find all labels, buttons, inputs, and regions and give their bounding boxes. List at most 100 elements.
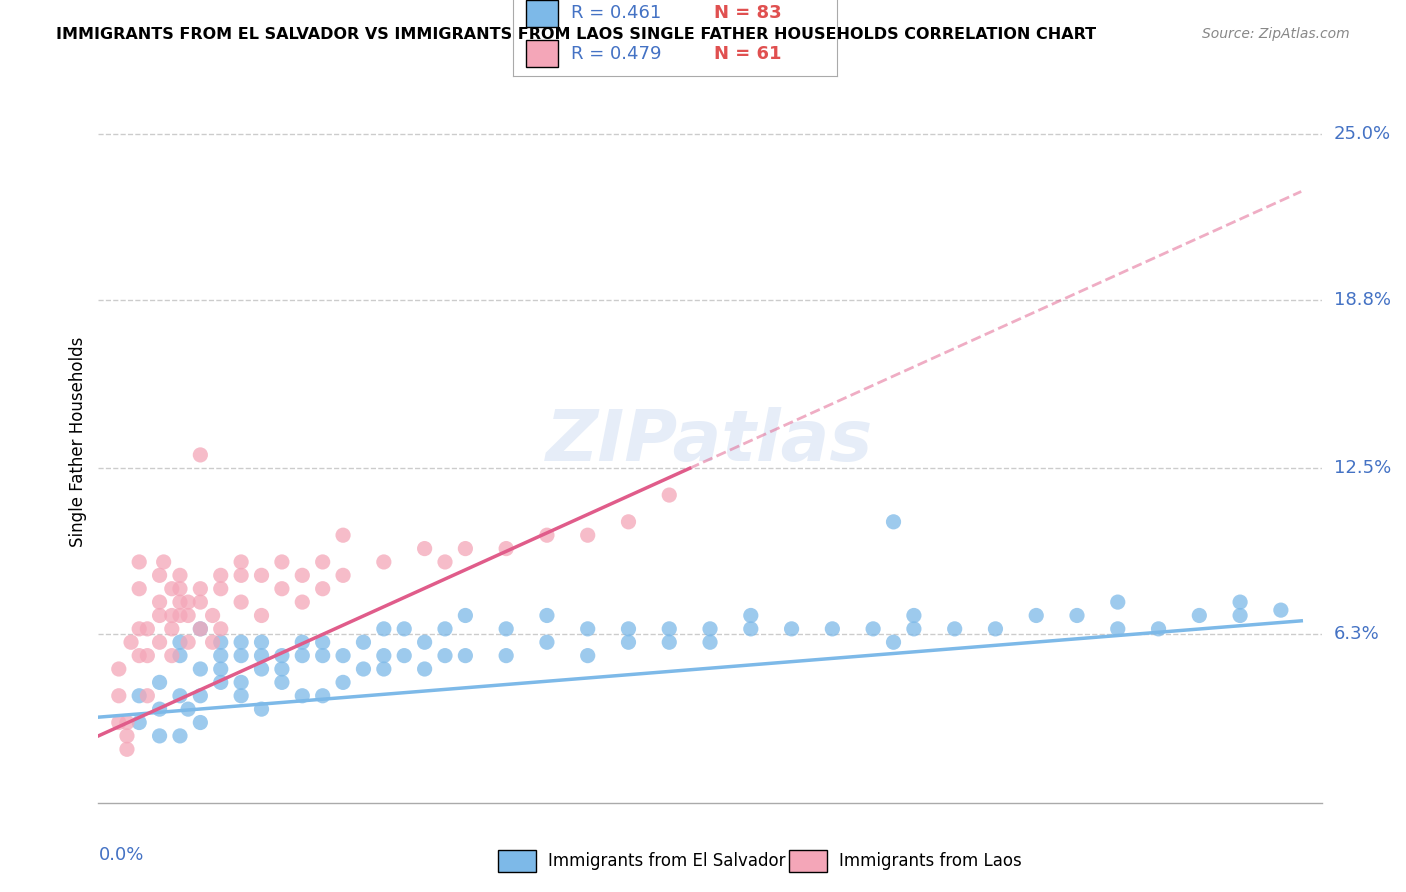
Point — [576, 622, 599, 636]
Point — [188, 622, 212, 636]
Point — [149, 608, 172, 623]
Point — [617, 622, 640, 636]
Point — [413, 635, 436, 649]
Point — [136, 689, 159, 703]
Point — [291, 595, 314, 609]
Point — [821, 622, 844, 636]
Point — [1025, 608, 1047, 623]
Point — [699, 635, 721, 649]
Point — [373, 662, 395, 676]
Point — [231, 689, 253, 703]
Point — [250, 662, 273, 676]
Point — [270, 555, 294, 569]
Point — [270, 662, 294, 676]
Point — [108, 715, 131, 730]
Text: 12.5%: 12.5% — [1334, 459, 1391, 477]
Point — [312, 555, 335, 569]
Text: IMMIGRANTS FROM EL SALVADOR VS IMMIGRANTS FROM LAOS SINGLE FATHER HOUSEHOLDS COR: IMMIGRANTS FROM EL SALVADOR VS IMMIGRANT… — [56, 27, 1097, 42]
Point — [149, 675, 172, 690]
Point — [149, 702, 172, 716]
Point — [136, 622, 159, 636]
Point — [169, 648, 191, 663]
Point — [128, 555, 150, 569]
Point — [454, 541, 477, 556]
Point — [250, 608, 273, 623]
Point — [495, 622, 517, 636]
Point — [291, 648, 314, 663]
Text: N = 61: N = 61 — [714, 45, 782, 62]
Text: ZIPatlas: ZIPatlas — [547, 407, 873, 476]
FancyBboxPatch shape — [789, 849, 827, 872]
FancyBboxPatch shape — [498, 849, 536, 872]
Point — [434, 622, 457, 636]
Point — [169, 582, 191, 596]
Point — [169, 608, 191, 623]
Point — [128, 689, 150, 703]
Point — [108, 689, 131, 703]
Point — [209, 662, 232, 676]
Text: R = 0.479: R = 0.479 — [571, 45, 662, 62]
Point — [413, 662, 436, 676]
Point — [312, 689, 335, 703]
Point — [160, 648, 183, 663]
Point — [152, 555, 174, 569]
Point — [434, 555, 457, 569]
Point — [231, 568, 253, 582]
Point — [658, 488, 681, 502]
Point — [160, 582, 183, 596]
Point — [332, 675, 354, 690]
Point — [883, 635, 905, 649]
Point — [780, 622, 803, 636]
Point — [108, 662, 131, 676]
Point — [128, 648, 150, 663]
Point — [160, 608, 183, 623]
Point — [392, 648, 416, 663]
Point — [136, 648, 159, 663]
Point — [943, 622, 966, 636]
FancyBboxPatch shape — [526, 0, 558, 27]
Point — [209, 648, 232, 663]
Point — [188, 448, 212, 462]
Point — [188, 715, 212, 730]
Text: 0.0%: 0.0% — [98, 847, 143, 864]
Point — [177, 702, 200, 716]
Point — [177, 595, 200, 609]
Point — [231, 635, 253, 649]
Point — [250, 568, 273, 582]
Point — [160, 622, 183, 636]
Text: R = 0.461: R = 0.461 — [571, 4, 662, 22]
Point — [740, 622, 762, 636]
Point — [617, 515, 640, 529]
Point — [115, 742, 138, 756]
Point — [120, 635, 142, 649]
Point — [149, 729, 172, 743]
Point — [270, 675, 294, 690]
Point — [188, 582, 212, 596]
Point — [312, 648, 335, 663]
Point — [352, 662, 374, 676]
Point — [209, 635, 232, 649]
Point — [209, 675, 232, 690]
Point — [1107, 622, 1129, 636]
Point — [169, 568, 191, 582]
Point — [352, 635, 374, 649]
Point — [373, 555, 395, 569]
Text: N = 83: N = 83 — [714, 4, 782, 22]
Point — [699, 622, 721, 636]
Point — [1229, 608, 1251, 623]
Point — [740, 608, 762, 623]
Point — [128, 582, 150, 596]
Point — [128, 715, 150, 730]
Point — [434, 648, 457, 663]
Point — [1188, 608, 1211, 623]
Point — [617, 635, 640, 649]
Point — [312, 635, 335, 649]
Point — [454, 608, 477, 623]
Y-axis label: Single Father Households: Single Father Households — [69, 336, 87, 547]
Point — [250, 702, 273, 716]
Point — [188, 622, 212, 636]
Point — [536, 608, 558, 623]
Text: 6.3%: 6.3% — [1334, 625, 1379, 643]
Point — [903, 622, 925, 636]
Point — [332, 648, 354, 663]
